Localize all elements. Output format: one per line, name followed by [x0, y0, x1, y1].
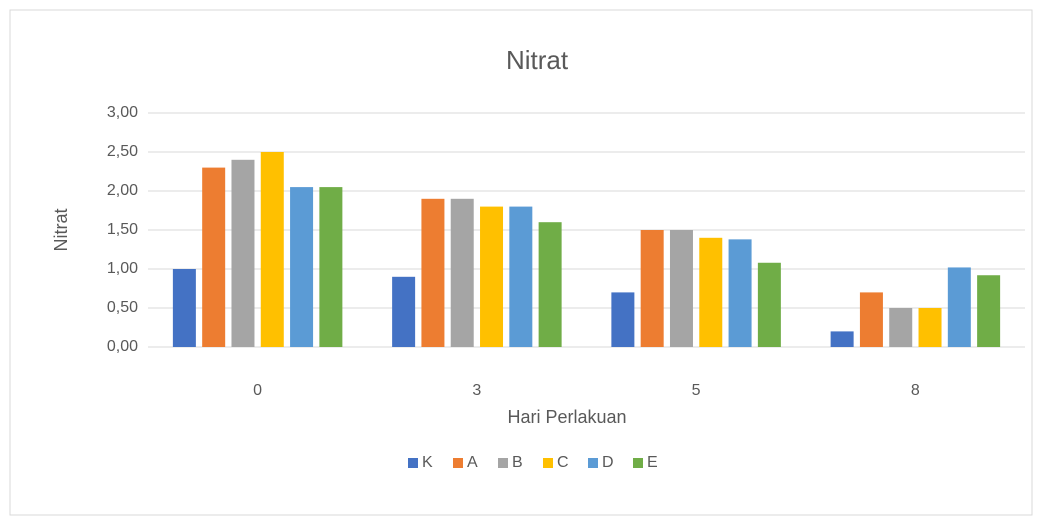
- bar: [977, 275, 1001, 347]
- bar: [172, 269, 196, 347]
- y-tick-label: 1,00: [107, 260, 138, 277]
- legend-label: E: [647, 454, 658, 471]
- bar: [611, 292, 635, 347]
- y-tick-label: 3,00: [107, 104, 138, 121]
- bar: [538, 222, 562, 347]
- y-tick-label: 1,50: [107, 221, 138, 238]
- bar: [918, 308, 942, 347]
- y-tick-label: 0,00: [107, 338, 138, 355]
- x-tick-label: 0: [253, 382, 262, 399]
- bar: [260, 152, 284, 347]
- bar: [509, 206, 533, 347]
- bar: [728, 239, 752, 347]
- bar: [421, 198, 445, 347]
- y-tick-label: 2,50: [107, 143, 138, 160]
- x-tick-label: 5: [692, 382, 701, 399]
- legend-label: D: [602, 454, 614, 471]
- bar: [480, 206, 504, 347]
- y-axis-title: Nitrat: [51, 208, 71, 251]
- y-tick-label: 0,50: [107, 299, 138, 316]
- bar: [319, 187, 343, 347]
- bar: [392, 276, 416, 347]
- bar: [757, 262, 781, 347]
- legend-swatch: [498, 458, 508, 468]
- bar: [889, 308, 913, 347]
- x-tick-label: 8: [911, 382, 920, 399]
- legend-swatch: [543, 458, 553, 468]
- bar: [947, 267, 971, 347]
- legend-swatch: [633, 458, 643, 468]
- bar: [450, 198, 474, 347]
- legend-swatch: [588, 458, 598, 468]
- legend-swatch: [408, 458, 418, 468]
- legend-label: K: [422, 454, 433, 471]
- bar: [231, 159, 255, 347]
- y-tick-label: 2,00: [107, 182, 138, 199]
- x-tick-label: 3: [472, 382, 481, 399]
- legend-swatch: [453, 458, 463, 468]
- bar: [830, 331, 854, 347]
- legend-label: B: [512, 454, 523, 471]
- x-axis-title: Hari Perlakuan: [507, 407, 626, 427]
- chart-title: Nitrat: [506, 45, 569, 75]
- bar: [202, 167, 226, 347]
- bar: [290, 187, 314, 347]
- legend-label: A: [467, 454, 478, 471]
- bar: [859, 292, 883, 347]
- legend-label: C: [557, 454, 569, 471]
- bar: [699, 237, 723, 347]
- bar: [640, 230, 664, 347]
- bar: [669, 230, 693, 347]
